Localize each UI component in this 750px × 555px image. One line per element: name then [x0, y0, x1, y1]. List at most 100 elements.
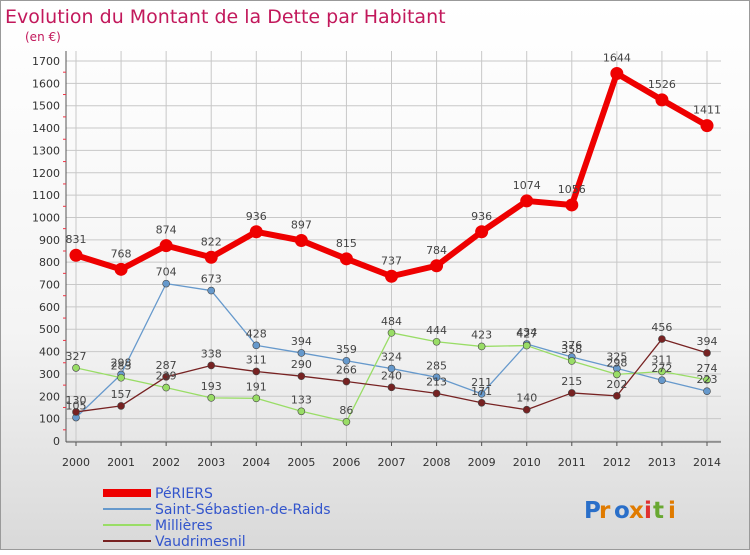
- data-label: 266: [336, 364, 357, 377]
- data-point: [477, 342, 486, 351]
- x-tick-label: 2011: [558, 456, 586, 469]
- chart-title: Evolution du Montant de la Dette par Hab…: [5, 6, 446, 28]
- series-2: [72, 329, 711, 426]
- data-label: 1526: [648, 78, 676, 91]
- data-point: [430, 259, 444, 273]
- data-point: [252, 394, 261, 403]
- data-label: 311: [246, 353, 267, 366]
- data-point: [565, 198, 579, 212]
- logo-letter: o: [614, 498, 630, 524]
- data-label: 105: [66, 400, 87, 413]
- data-point: [297, 407, 306, 416]
- data-label: 1056: [558, 183, 586, 196]
- data-label: 324: [381, 351, 402, 364]
- y-tick-label: 1600: [32, 77, 60, 90]
- grid: [66, 51, 721, 446]
- y-tick-label: 1400: [32, 122, 60, 135]
- data-point: [162, 279, 170, 288]
- data-label: 130: [66, 394, 87, 407]
- x-tick-label: 2001: [107, 456, 135, 469]
- data-point: [339, 252, 353, 266]
- data-label: 213: [426, 375, 447, 388]
- y-tick-label: 700: [39, 279, 60, 292]
- x-tick-label: 2003: [197, 456, 225, 469]
- data-point: [432, 337, 441, 346]
- axes: 0 100 200 300 400 500 600 700 800 900 1000 1100 1200…: [32, 51, 721, 469]
- data-label: 157: [111, 388, 132, 401]
- data-point: [658, 335, 666, 343]
- data-point: [387, 364, 396, 373]
- data-point: [159, 239, 173, 253]
- data-label: 434: [516, 326, 537, 339]
- data-label: 193: [201, 380, 222, 393]
- series-1: [72, 279, 711, 422]
- y-tick-label: 600: [39, 301, 60, 314]
- data-label: 444: [426, 324, 447, 337]
- data-label: 240: [381, 369, 402, 382]
- y-tick-label: 1500: [32, 100, 60, 113]
- data-label: 394: [291, 335, 312, 348]
- data-label: 140: [516, 392, 537, 405]
- data-point: [294, 233, 308, 247]
- legend: PéRIERSSaint-Sébastien-de-RaidsMillières…: [103, 486, 331, 550]
- data-label: 936: [471, 210, 492, 223]
- y-tick-label: 300: [39, 368, 60, 381]
- y-tick-label: 0: [53, 435, 60, 448]
- legend-label: Vaudrimesnil: [155, 534, 246, 550]
- data-point: [613, 370, 621, 379]
- y-tick-label: 100: [39, 413, 60, 426]
- data-point: [387, 329, 396, 337]
- data-label: 768: [111, 247, 132, 260]
- series-0: [69, 67, 714, 283]
- data-point: [658, 376, 666, 385]
- data-point: [207, 361, 216, 370]
- x-tick-label: 2000: [62, 456, 90, 469]
- series-layer: [69, 67, 714, 426]
- y-tick-label: 400: [39, 346, 60, 359]
- x-tick-label: 2014: [693, 456, 721, 469]
- data-point: [342, 356, 351, 365]
- data-label: 211: [471, 376, 492, 389]
- data-point: [385, 269, 398, 283]
- data-label: 1411: [693, 104, 721, 117]
- data-label: 394: [697, 335, 718, 348]
- y-tick-label: 1200: [32, 167, 60, 180]
- data-label: 428: [246, 327, 267, 340]
- data-point: [72, 408, 80, 416]
- chart-subtitle: (en €): [25, 30, 61, 44]
- data-label: 171: [471, 385, 492, 398]
- data-label: 874: [156, 224, 177, 237]
- data-point: [117, 402, 125, 410]
- data-point: [700, 119, 714, 133]
- x-tick-label: 2009: [468, 456, 496, 469]
- data-label: 484: [381, 315, 402, 328]
- logo-letter: i: [668, 498, 676, 524]
- data-point: [207, 394, 216, 402]
- data-point: [703, 387, 711, 395]
- data-point: [249, 225, 263, 239]
- data-point: [162, 383, 170, 392]
- data-label: 283: [111, 360, 132, 373]
- data-label: 831: [66, 233, 87, 246]
- data-label: 456: [651, 321, 672, 334]
- logo-letter: t: [653, 498, 664, 524]
- data-point: [117, 373, 125, 382]
- data-label: 427: [516, 328, 537, 341]
- data-label: 274: [697, 362, 718, 375]
- x-tick-label: 2007: [378, 456, 406, 469]
- data-label: 737: [381, 254, 402, 267]
- y-tick-label: 1700: [32, 55, 60, 68]
- data-label: 298: [111, 356, 132, 369]
- data-point: [342, 417, 351, 426]
- y-tick-label: 1100: [32, 189, 60, 202]
- data-label: 191: [246, 380, 267, 393]
- data-point: [567, 357, 576, 365]
- data-point: [475, 225, 489, 239]
- x-tick-label: 2013: [648, 456, 676, 469]
- logo-letter: x: [629, 498, 644, 524]
- data-label: 239: [156, 370, 177, 383]
- data-point: [69, 248, 83, 262]
- data-label: 327: [66, 350, 87, 363]
